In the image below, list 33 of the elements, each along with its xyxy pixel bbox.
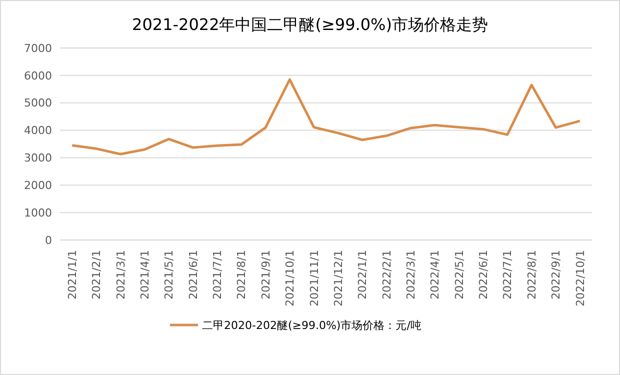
y-tick-label: 3000 xyxy=(24,152,52,165)
x-tick-label: 2022/6/1 xyxy=(477,250,490,300)
x-tick-label: 2021/12/1 xyxy=(332,250,345,306)
y-tick-label: 2000 xyxy=(24,178,52,192)
x-tick-label: 2021/10/1 xyxy=(284,250,297,306)
x-tick-label: 2022/1/1 xyxy=(356,250,370,300)
x-tick-label: 2021/4/1 xyxy=(138,250,152,300)
y-tick-label: 4000 xyxy=(24,124,52,138)
x-tick-label: 2022/2/1 xyxy=(380,250,394,300)
x-tick-label: 2021/8/1 xyxy=(235,250,248,300)
chart-title: 2021-2022年中国二甲醚(≥99.0%)市场价格走势 xyxy=(132,15,488,34)
y-tick-label: 0 xyxy=(45,234,52,247)
x-tick-label: 2021/2/1 xyxy=(90,250,104,300)
x-tick-label: 2022/8/1 xyxy=(525,250,538,300)
x-tick-label: 2022/3/1 xyxy=(404,250,418,300)
x-tick-label: 2022/4/1 xyxy=(428,250,442,300)
x-tick-label: 2022/5/1 xyxy=(452,250,466,300)
x-tick-label: 2021/3/1 xyxy=(114,250,128,300)
x-tick-label: 2022/10/1 xyxy=(574,250,587,306)
x-tick-label: 2021/11/1 xyxy=(308,250,321,306)
y-tick-label: 1000 xyxy=(24,206,52,220)
y-tick-label: 5000 xyxy=(24,96,52,110)
x-tick-label: 2021/9/1 xyxy=(259,250,272,300)
y-tick-label: 6000 xyxy=(24,69,52,82)
x-tick-label: 2021/7/1 xyxy=(211,250,224,300)
legend-label: 二甲2020-202醚(≥99.0%)市场价格：元/吨 xyxy=(202,318,422,332)
x-tick-label: 2021/5/1 xyxy=(162,250,176,300)
x-tick-label: 2022/7/1 xyxy=(501,250,514,300)
x-tick-label: 2022/9/1 xyxy=(550,250,563,300)
line-series xyxy=(70,78,582,156)
y-tick-label: 7000 xyxy=(24,42,52,55)
x-tick-label: 2021/6/1 xyxy=(186,250,200,300)
x-tick-label: 2021/1/1 xyxy=(66,250,79,300)
